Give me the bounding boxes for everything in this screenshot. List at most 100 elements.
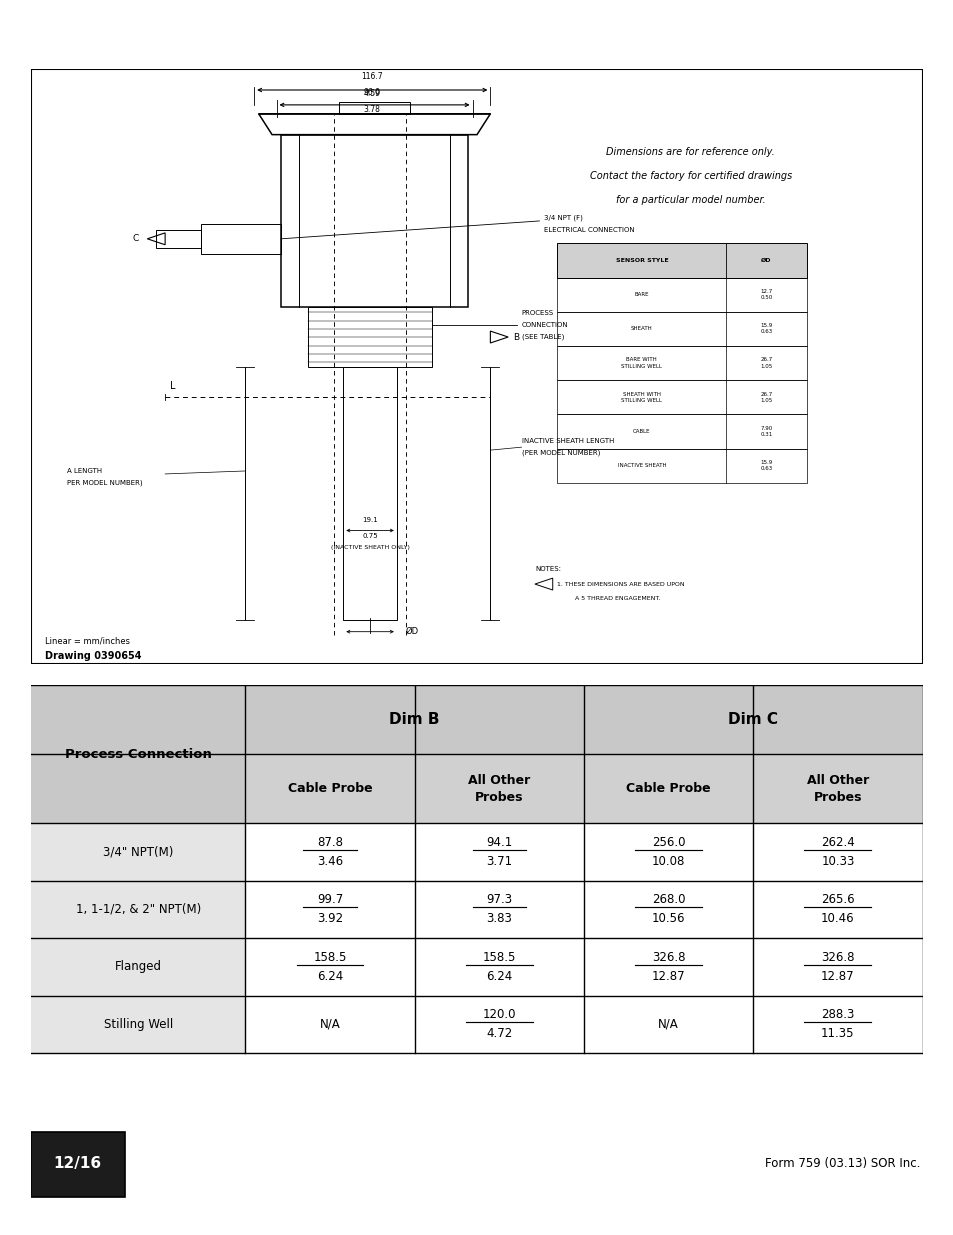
- Bar: [343, 367, 396, 620]
- Text: 96.0: 96.0: [363, 89, 380, 98]
- Bar: [156, 230, 200, 248]
- Text: A LENGTH: A LENGTH: [67, 468, 102, 474]
- Text: Stilling Well: Stilling Well: [104, 1018, 172, 1031]
- Text: 326.8: 326.8: [651, 951, 684, 963]
- Text: for a particular model number.: for a particular model number.: [616, 195, 765, 205]
- Bar: [557, 278, 806, 311]
- Text: 158.5: 158.5: [313, 951, 346, 963]
- Text: SENSOR STYLE: SENSOR STYLE: [615, 258, 667, 263]
- Bar: [200, 224, 281, 253]
- Text: Process Connection: Process Connection: [65, 748, 212, 761]
- Text: 4.59: 4.59: [363, 89, 380, 98]
- Text: 3/4" NPT(M): 3/4" NPT(M): [103, 846, 173, 858]
- Text: Dim B: Dim B: [389, 713, 439, 727]
- Text: 4.72: 4.72: [486, 1028, 512, 1040]
- Text: 288.3: 288.3: [821, 1008, 854, 1021]
- Text: 15.9
0.63: 15.9 0.63: [760, 461, 772, 472]
- Bar: [31, 881, 245, 939]
- Text: Linear = mm/inches: Linear = mm/inches: [45, 636, 130, 645]
- Text: 6.24: 6.24: [316, 969, 343, 983]
- Text: 3.83: 3.83: [486, 913, 512, 925]
- Text: ØD: ØD: [760, 258, 771, 263]
- Text: (PER MODEL NUMBER): (PER MODEL NUMBER): [521, 450, 599, 457]
- Text: 99.7: 99.7: [316, 893, 343, 906]
- Text: BARE WITH
STILLING WELL: BARE WITH STILLING WELL: [620, 357, 661, 369]
- Text: All Other
Probes: All Other Probes: [806, 774, 868, 804]
- Bar: [557, 243, 806, 278]
- Text: 1, 1-1/2, & 2" NPT(M): 1, 1-1/2, & 2" NPT(M): [75, 903, 201, 916]
- Text: B: B: [512, 332, 518, 342]
- Bar: [338, 103, 410, 114]
- Text: Dim C: Dim C: [727, 713, 778, 727]
- Text: 3.78: 3.78: [363, 105, 380, 114]
- Bar: [557, 448, 806, 483]
- Text: 19.1: 19.1: [362, 517, 377, 524]
- Text: BARE: BARE: [634, 293, 648, 298]
- Text: 12.87: 12.87: [821, 969, 854, 983]
- Text: 26.7
1.05: 26.7 1.05: [760, 357, 772, 369]
- Text: 120.0: 120.0: [482, 1008, 516, 1021]
- Text: INACTIVE SHEATH LENGTH: INACTIVE SHEATH LENGTH: [521, 438, 614, 445]
- Text: C: C: [132, 235, 138, 243]
- Text: 10.46: 10.46: [821, 913, 854, 925]
- Text: Cable Probe: Cable Probe: [288, 782, 372, 795]
- Bar: [557, 311, 806, 346]
- Bar: [31, 1132, 125, 1197]
- Bar: [31, 755, 922, 824]
- Text: 3.46: 3.46: [316, 855, 343, 868]
- Text: Contact the factory for certified drawings: Contact the factory for certified drawin…: [589, 172, 791, 182]
- Text: 6.24: 6.24: [486, 969, 512, 983]
- Text: L: L: [170, 380, 175, 390]
- Text: Dimensions - K Housing Configuration (Explosion Proof Integral): Dimensions - K Housing Configuration (Ex…: [40, 33, 572, 48]
- Text: 12.87: 12.87: [651, 969, 684, 983]
- Text: PROCESS: PROCESS: [521, 310, 553, 316]
- Text: ØD: ØD: [405, 627, 418, 636]
- Text: (SEE TABLE): (SEE TABLE): [521, 333, 563, 341]
- Text: 3/4 NPT (F): 3/4 NPT (F): [543, 215, 582, 221]
- Bar: [557, 346, 806, 380]
- Text: 10.33: 10.33: [821, 855, 854, 868]
- Text: SHEATH: SHEATH: [630, 326, 652, 331]
- Text: 10.08: 10.08: [651, 855, 684, 868]
- Text: 3.71: 3.71: [486, 855, 512, 868]
- Bar: [31, 824, 245, 881]
- Bar: [31, 685, 245, 824]
- Text: 15.9
0.63: 15.9 0.63: [760, 324, 772, 335]
- Text: Dimensions are for reference only.: Dimensions are for reference only.: [606, 147, 775, 158]
- Text: 265.6: 265.6: [821, 893, 854, 906]
- Bar: [557, 415, 806, 448]
- Text: CABLE: CABLE: [633, 429, 650, 433]
- Text: 116.7: 116.7: [361, 72, 383, 82]
- Text: 7.90
0.31: 7.90 0.31: [760, 426, 772, 437]
- Bar: [31, 939, 245, 995]
- Text: 158.5: 158.5: [482, 951, 516, 963]
- Text: CONNECTION: CONNECTION: [521, 322, 568, 329]
- Text: A 5 THREAD ENGAGEMENT.: A 5 THREAD ENGAGEMENT.: [575, 597, 659, 601]
- Bar: [31, 995, 245, 1053]
- Text: 262.4: 262.4: [821, 836, 854, 848]
- Text: 326.8: 326.8: [821, 951, 854, 963]
- Text: N/A: N/A: [658, 1018, 679, 1031]
- Text: 12/16: 12/16: [53, 1156, 102, 1171]
- Text: INACTIVE SHEATH: INACTIVE SHEATH: [617, 463, 665, 468]
- Text: 26.7
1.05: 26.7 1.05: [760, 391, 772, 403]
- Text: Cable Probe: Cable Probe: [625, 782, 710, 795]
- Text: PER MODEL NUMBER): PER MODEL NUMBER): [67, 479, 143, 487]
- Text: 0.75: 0.75: [362, 534, 377, 540]
- Text: 87.8: 87.8: [316, 836, 343, 848]
- Text: Form 759 (03.13) SOR Inc.: Form 759 (03.13) SOR Inc.: [764, 1157, 920, 1170]
- Text: (INACTIVE SHEATH ONLY): (INACTIVE SHEATH ONLY): [331, 546, 409, 551]
- Bar: [308, 308, 432, 367]
- Text: 97.3: 97.3: [486, 893, 512, 906]
- Text: 256.0: 256.0: [651, 836, 684, 848]
- Text: All Other
Probes: All Other Probes: [468, 774, 530, 804]
- Text: 94.1: 94.1: [486, 836, 512, 848]
- Text: Drawing 0390654: Drawing 0390654: [45, 651, 141, 661]
- Text: N/A: N/A: [319, 1018, 340, 1031]
- Text: 3.92: 3.92: [316, 913, 343, 925]
- Text: 12.7
0.50: 12.7 0.50: [760, 289, 772, 300]
- Text: SHEATH WITH
STILLING WELL: SHEATH WITH STILLING WELL: [620, 391, 661, 403]
- Text: ELECTRICAL CONNECTION: ELECTRICAL CONNECTION: [543, 227, 634, 233]
- Text: 11.35: 11.35: [821, 1028, 854, 1040]
- Text: 10.56: 10.56: [651, 913, 684, 925]
